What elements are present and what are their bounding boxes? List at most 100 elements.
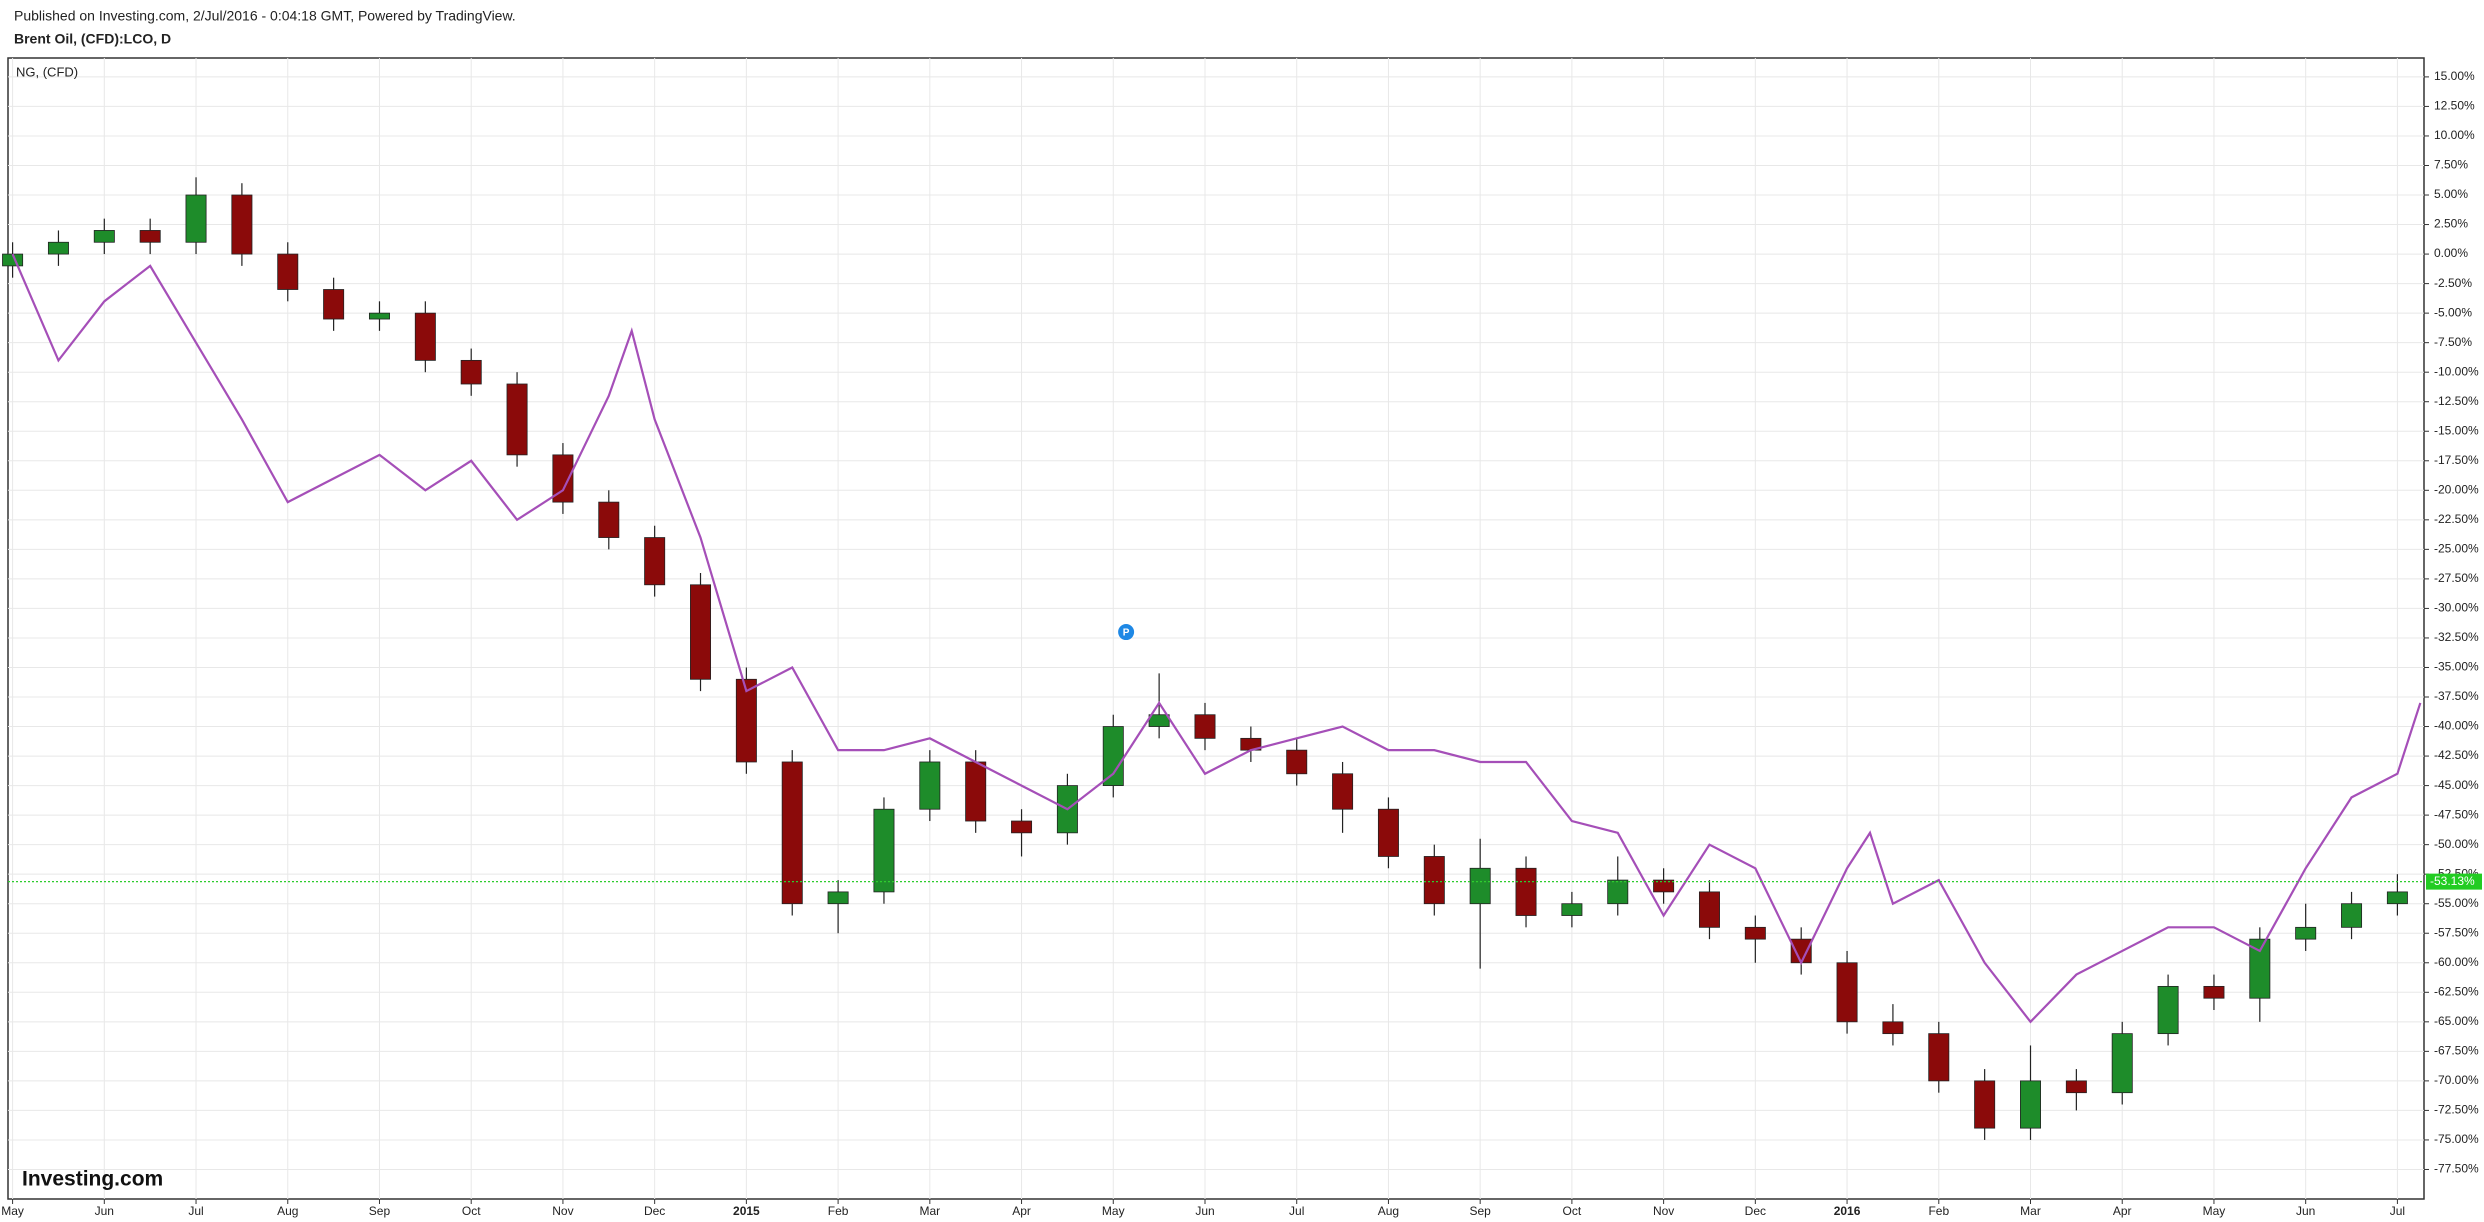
candle-body <box>2111 1033 2133 1094</box>
candle-body <box>1607 879 1629 905</box>
watermark: Investing.com <box>22 1168 163 1191</box>
candle-body <box>185 194 207 243</box>
x-tick-label: 2016 <box>1834 1204 1861 1218</box>
candle-body <box>1148 714 1170 727</box>
y-tick-label: -40.00% <box>2434 719 2479 733</box>
y-tick-label: -55.00% <box>2434 896 2479 910</box>
candle-body <box>1332 773 1354 810</box>
y-tick-label: -12.50% <box>2434 394 2479 408</box>
x-tick-label: Apr <box>2113 1204 2132 1218</box>
y-tick-label: -50.00% <box>2434 837 2479 851</box>
candle-body <box>1653 879 1675 893</box>
y-tick-label: -2.50% <box>2434 276 2472 290</box>
x-tick-label: Nov <box>552 1204 573 1218</box>
candle-body <box>2386 891 2408 905</box>
x-tick-label: Mar <box>2020 1204 2041 1218</box>
y-tick-label: 0.00% <box>2434 246 2468 260</box>
candle-body <box>873 808 895 893</box>
x-tick-label: Sep <box>369 1204 391 1218</box>
plot-frame <box>7 57 2425 1200</box>
x-tick-label: Jul <box>188 1204 203 1218</box>
grid: 15.00% 12.50% 10.00% 7.50% 5.00% 2.50% 0.00% -2… <box>1 58 2479 1218</box>
candle-body <box>93 230 115 243</box>
y-tick-label: -37.50% <box>2434 689 2479 703</box>
candle-body <box>1469 867 1491 905</box>
candle-body <box>277 253 299 290</box>
x-tick-label: May <box>1102 1204 1125 1218</box>
candle-body <box>139 230 161 243</box>
candle-body <box>1102 726 1124 786</box>
x-tick-label: Apr <box>1012 1204 1031 1218</box>
candle-body <box>552 454 574 503</box>
x-tick-label: Nov <box>1653 1204 1674 1218</box>
y-tick-label: 5.00% <box>2434 187 2468 201</box>
candle-body <box>2203 985 2225 999</box>
candle-body <box>781 761 803 905</box>
event-marker <box>1118 624 1135 641</box>
candle-body <box>827 891 849 905</box>
x-tick-label: Sep <box>1469 1204 1491 1218</box>
x-tick-label: Jul <box>2390 1204 2405 1218</box>
y-tick-label: -7.50% <box>2434 335 2472 349</box>
candle-body <box>735 678 757 763</box>
candle-body <box>1194 714 1216 739</box>
y-tick-label: -17.50% <box>2434 453 2479 467</box>
x-tick-label: Dec <box>1745 1204 1766 1218</box>
y-tick-label: -57.50% <box>2434 925 2479 939</box>
y-tick-label: -77.50% <box>2434 1162 2479 1176</box>
y-tick-label: 15.00% <box>2434 69 2475 83</box>
y-tick-label: -72.50% <box>2434 1103 2479 1117</box>
y-tick-label: -75.00% <box>2434 1132 2479 1146</box>
candle-body <box>414 312 436 361</box>
candle-body <box>1286 749 1308 775</box>
candle-body <box>1974 1080 1996 1129</box>
y-tick-label: -32.50% <box>2434 630 2479 644</box>
candle-body <box>2065 1080 2087 1094</box>
y-tick-label: -67.50% <box>2434 1044 2479 1058</box>
x-tick-label: Aug <box>1378 1204 1399 1218</box>
y-tick-label: -45.00% <box>2434 778 2479 792</box>
candle-body <box>2020 1080 2041 1129</box>
x-tick-label: Aug <box>277 1204 298 1218</box>
published-note: Published on Investing.com, 2/Jul/2016 -… <box>14 8 516 24</box>
event-marker-label: P <box>1123 628 1130 639</box>
y-tick-label: -25.00% <box>2434 542 2479 556</box>
candle-body <box>1515 867 1537 916</box>
candle-body <box>1836 962 1858 1023</box>
y-tick-label: -15.00% <box>2434 423 2479 437</box>
candle-body <box>231 194 253 255</box>
x-tick-label: Feb <box>828 1204 849 1218</box>
y-tick-label: 7.50% <box>2434 158 2468 172</box>
y-tick-label: -27.50% <box>2434 571 2479 585</box>
x-tick-label: Oct <box>1563 1204 1582 1218</box>
y-tick-label: 10.00% <box>2434 128 2475 142</box>
last-value-label: -53.13% <box>2430 874 2475 888</box>
y-tick-label: -22.50% <box>2434 512 2479 526</box>
candle-body <box>2157 985 2179 1035</box>
y-tick-label: -42.50% <box>2434 748 2479 762</box>
candle-body <box>323 289 345 320</box>
y-tick-label: -20.00% <box>2434 482 2479 496</box>
y-tick-label: -60.00% <box>2434 955 2479 969</box>
candle-body <box>368 312 390 320</box>
y-tick-label: -10.00% <box>2434 364 2479 378</box>
legend-label: NG, (CFD) <box>16 64 78 79</box>
x-tick-label: Mar <box>919 1204 940 1218</box>
y-tick-label: -47.50% <box>2434 807 2479 821</box>
line-series <box>11 253 2422 1024</box>
y-tick-label: -30.00% <box>2434 601 2479 615</box>
candle-body <box>644 537 666 586</box>
y-tick-label: -70.00% <box>2434 1073 2479 1087</box>
candle-body <box>1698 891 1720 928</box>
candle-body <box>1377 808 1399 857</box>
candle-body <box>1423 856 1445 905</box>
x-tick-label: Jun <box>2296 1204 2315 1218</box>
x-tick-label: Oct <box>462 1204 481 1218</box>
y-tick-label: -62.50% <box>2434 984 2479 998</box>
last-value-tag <box>2426 873 2482 890</box>
candle-body <box>965 761 987 822</box>
candle-body <box>2295 926 2317 940</box>
candle-body <box>460 359 482 385</box>
